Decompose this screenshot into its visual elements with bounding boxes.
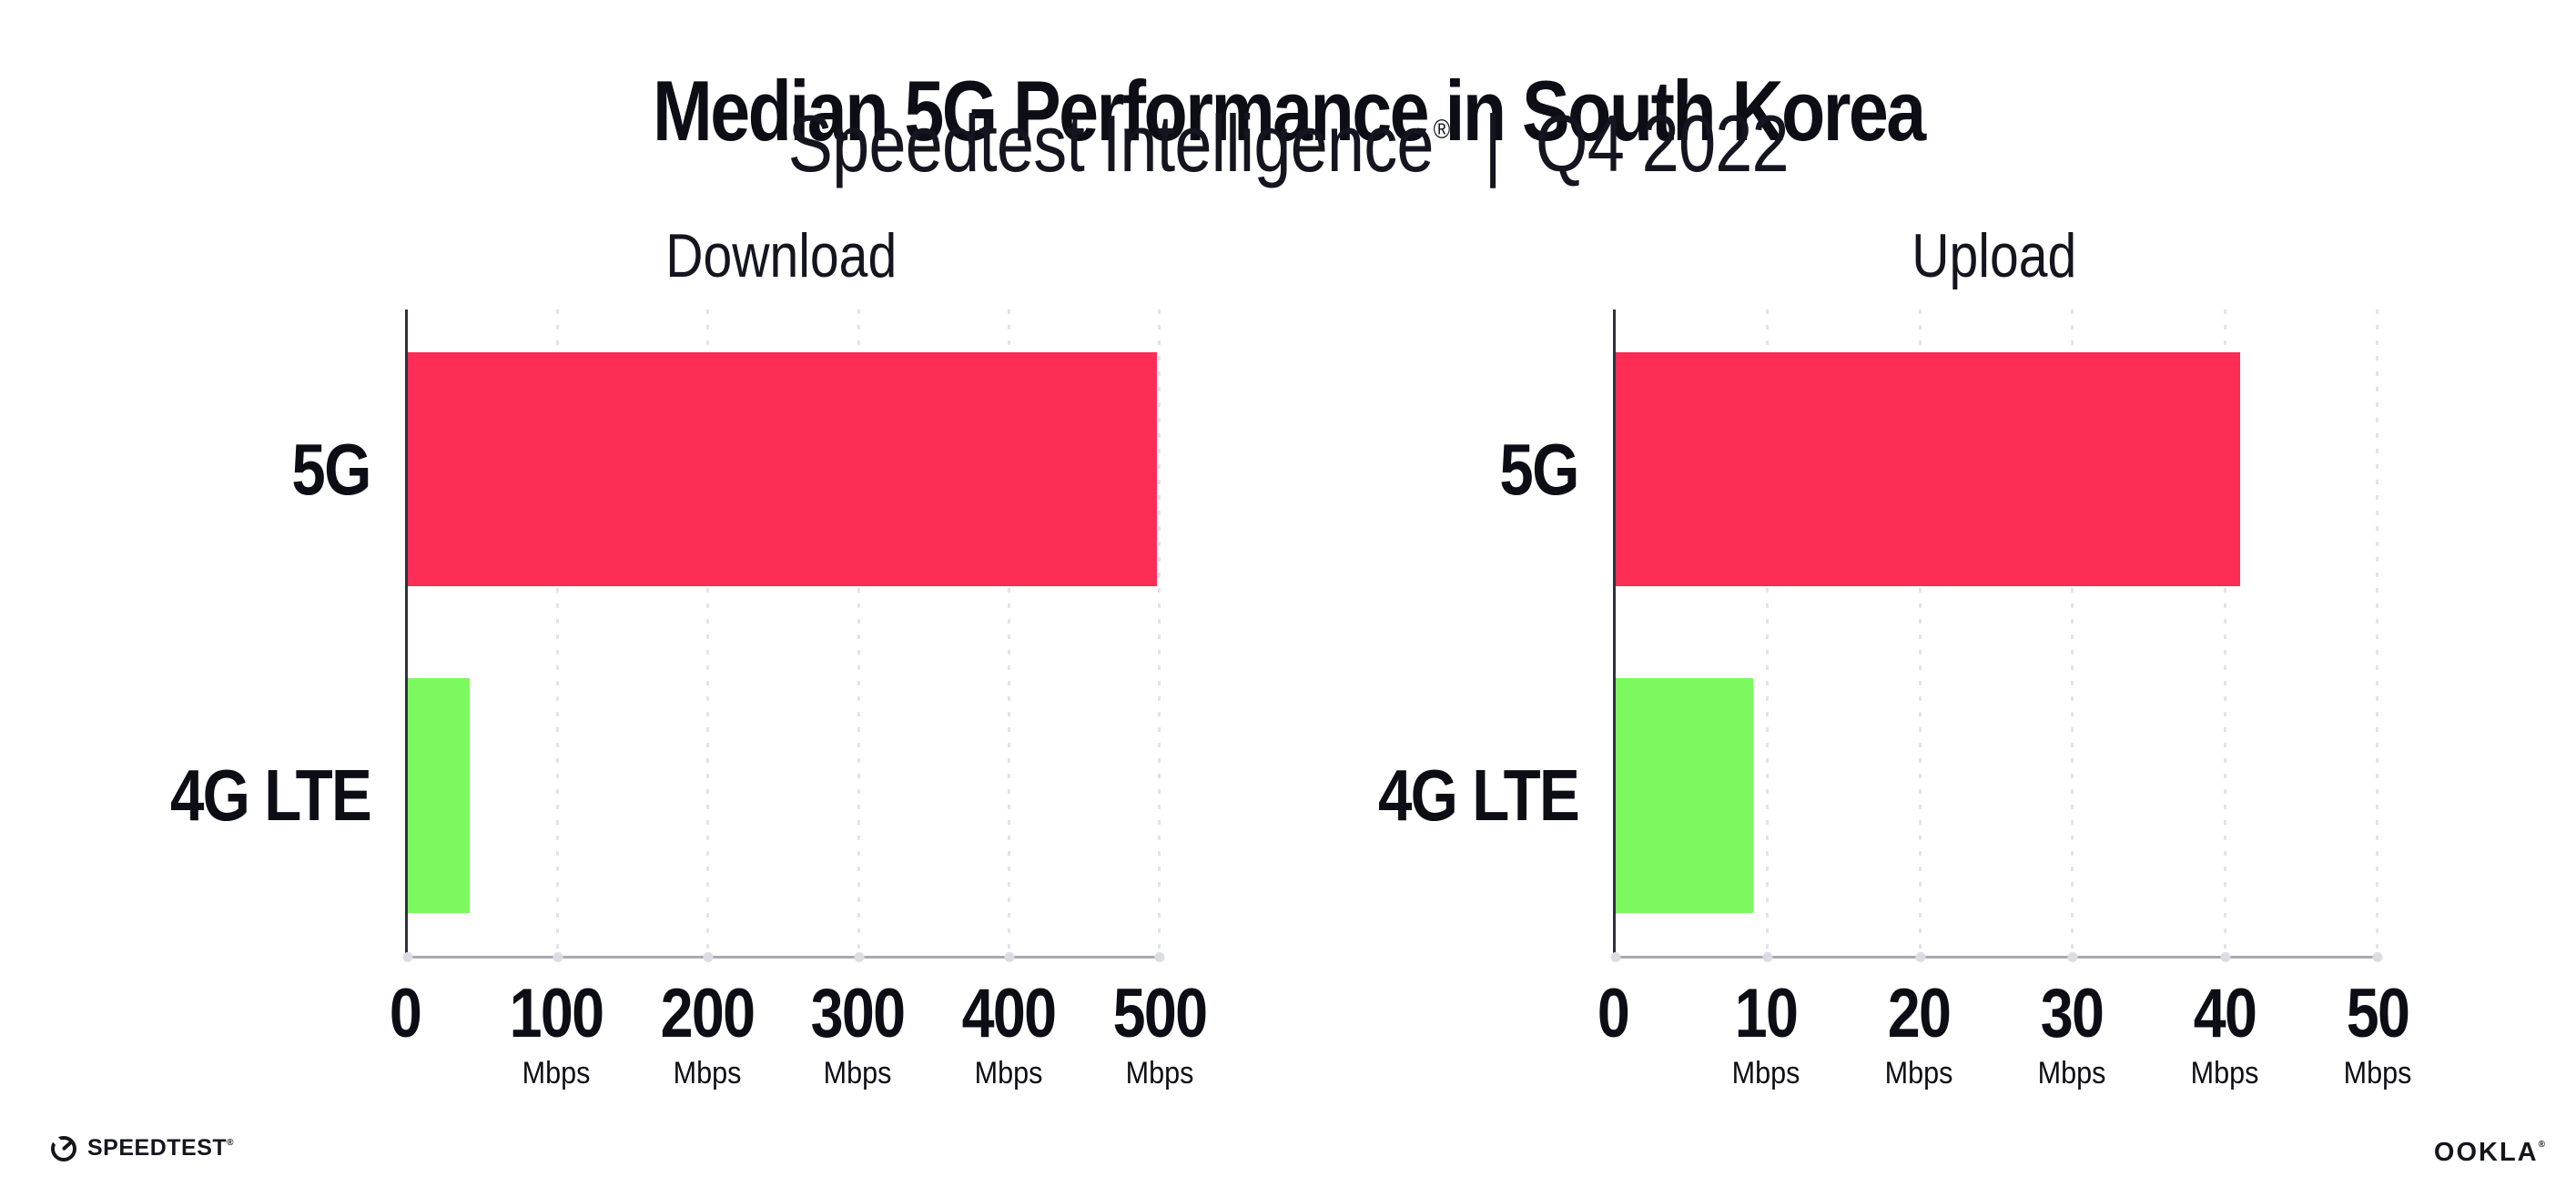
- subtitle-period: Q4 2022: [1535, 98, 1790, 188]
- axis-tick-dot: [1154, 952, 1165, 962]
- page-subtitle-text: Speedtest Intelligence® | Q4 2022: [787, 101, 1789, 186]
- x-tick: 400 Mbps: [961, 975, 1057, 1090]
- axis-tick-dot: [1004, 952, 1015, 962]
- page-title: Median 5G Performance in South Korea: [0, 66, 2576, 157]
- x-tick: 20 Mbps: [1884, 975, 1953, 1090]
- axis-tick-dot: [1762, 952, 1773, 962]
- axis-tick-dot: [854, 952, 865, 962]
- download-5g-bar: [408, 352, 1157, 586]
- registered-mark: ®: [227, 1137, 235, 1148]
- upload-category-label-5g: 5G: [1499, 428, 1580, 510]
- x-tick: 10 Mbps: [1731, 975, 1800, 1090]
- gridline: [1918, 309, 1922, 956]
- axis-tick-dot: [703, 952, 714, 962]
- registered-mark: ®: [1433, 114, 1450, 145]
- axis-tick-dot: [2067, 952, 2078, 962]
- x-tick: 30 Mbps: [2037, 975, 2106, 1090]
- page-subtitle: Speedtest Intelligence® | Q4 2022: [0, 101, 2576, 186]
- x-tick: 0: [1597, 975, 1630, 1052]
- speedtest-logo: SPEEDTEST®: [48, 1132, 235, 1161]
- download-plot-area: [402, 309, 1165, 962]
- download-4g-lte-bar: [408, 678, 470, 913]
- ookla-logo: OOKLA®: [2434, 1138, 2547, 1168]
- x-tick: 40 Mbps: [2190, 975, 2259, 1090]
- gridline: [556, 309, 560, 956]
- x-tick: 500 Mbps: [1112, 975, 1208, 1090]
- download-chart-title: Download: [664, 221, 898, 290]
- x-tick: 0: [389, 975, 422, 1052]
- subtitle-brand: Speedtest Intelligence: [787, 98, 1434, 188]
- download-category-label-4g-lte: 4G LTE: [169, 755, 372, 836]
- speedtest-wordmark: SPEEDTEST®: [87, 1135, 235, 1161]
- axis-tick-dot: [402, 952, 413, 962]
- download-category-label-5g: 5G: [291, 428, 372, 510]
- upload-category-label-4g-lte: 4G LTE: [1377, 755, 1580, 836]
- x-tick: 300 Mbps: [811, 975, 906, 1090]
- upload-5g-bar: [1616, 352, 2241, 586]
- upload-4g-lte-bar: [1616, 678, 1753, 913]
- download-x-axis: 0 100 Mbps 200 Mbps 300 Mbps 400 Mbps 500 Mbp…: [390, 975, 1208, 1134]
- upload-plot-area: [1610, 309, 2383, 962]
- x-tick: 200 Mbps: [660, 975, 755, 1090]
- axis-tick-dot: [553, 952, 563, 962]
- upload-chart-title: Upload: [1911, 221, 2077, 290]
- axis-tick-dot: [1915, 952, 1926, 962]
- registered-mark: ®: [2538, 1140, 2547, 1151]
- gridline: [857, 309, 860, 956]
- gridline: [2071, 309, 2074, 956]
- speedtest-gauge-icon: [48, 1132, 76, 1161]
- subtitle-separator: |: [1484, 98, 1501, 188]
- gridline: [2223, 309, 2226, 956]
- page-title-text: Median 5G Performance in South Korea: [652, 62, 1926, 158]
- axis-tick-dot: [2372, 952, 2383, 962]
- x-tick: 50 Mbps: [2343, 975, 2412, 1090]
- gridline: [706, 309, 710, 956]
- axis-tick-dot: [2220, 952, 2231, 962]
- gridline: [1007, 309, 1010, 956]
- axis-tick-dot: [1610, 952, 1621, 962]
- x-tick: 100 Mbps: [509, 975, 603, 1090]
- gridline: [2376, 309, 2378, 956]
- gridline: [1766, 309, 1770, 956]
- gridline: [1158, 309, 1161, 956]
- ookla-wordmark: OOKLA: [2433, 1138, 2539, 1167]
- upload-x-axis: 0 10 Mbps 20 Mbps 30 Mbps 40 Mbps 50 Mbps: [1597, 975, 2412, 1134]
